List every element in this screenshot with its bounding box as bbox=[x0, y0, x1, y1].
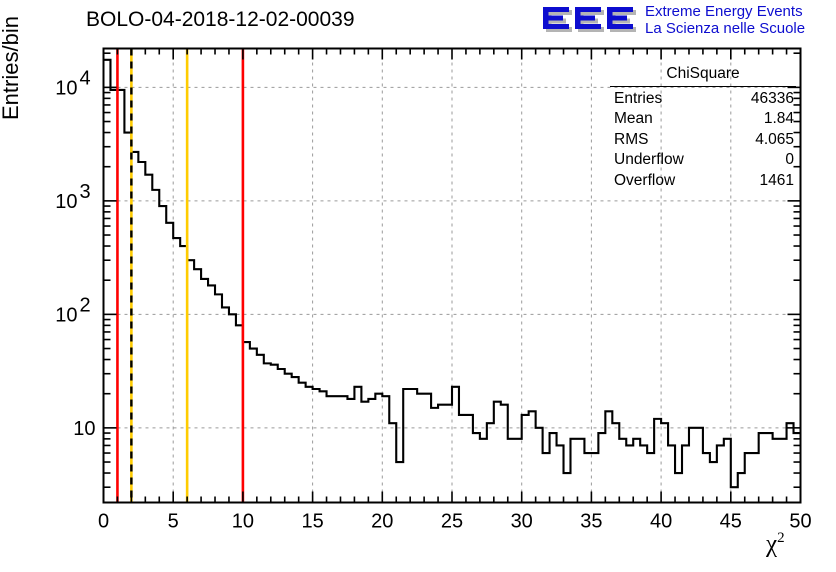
y-tick-label-exponent: 2 bbox=[80, 294, 91, 316]
x-tick-label: 25 bbox=[441, 511, 463, 533]
x-tick-label: 30 bbox=[511, 511, 533, 533]
x-axis-title-base: χ bbox=[766, 530, 778, 558]
stats-label-underflow: Underflow bbox=[614, 151, 684, 168]
x-axis-title: χ2 bbox=[766, 530, 785, 558]
stats-row-rms: RMS 4.065 bbox=[608, 130, 798, 151]
y-tick-label-exponent: 3 bbox=[80, 181, 91, 203]
stats-value-rms: 4.065 bbox=[755, 130, 794, 148]
x-axis-title-exponent: 2 bbox=[777, 530, 785, 546]
x-tick-label: 45 bbox=[720, 511, 742, 533]
stats-divider bbox=[610, 85, 796, 87]
y-axis-title: Entries/bin bbox=[0, 16, 23, 120]
stats-row-overflow: Overflow 1461 bbox=[608, 171, 798, 192]
stats-label-mean: Mean bbox=[614, 110, 653, 127]
y-tick-label: 10 bbox=[73, 418, 95, 440]
cut-marker-lines bbox=[116, 48, 245, 503]
stats-label-entries: Entries bbox=[614, 89, 663, 107]
eee-logo-line1: Extreme Energy Events bbox=[645, 3, 803, 20]
statistics-box: ChiSquare Entries 46336 Mean 1.84 RMS 4.… bbox=[608, 64, 798, 191]
page-title: BOLO-04-2018-12-02-00039 bbox=[86, 8, 355, 31]
eee-logo-line2: La Scienza nelle Scuole bbox=[645, 20, 806, 37]
stats-title: ChiSquare bbox=[666, 65, 740, 82]
x-tick-label: 15 bbox=[301, 511, 323, 533]
stats-row-underflow: Underflow 0 bbox=[608, 150, 798, 171]
y-tick-label: 10 bbox=[55, 77, 77, 99]
y-tick-label: 10 bbox=[55, 304, 77, 326]
x-tick-label: 5 bbox=[168, 511, 179, 533]
stats-value-overflow: 1461 bbox=[759, 171, 794, 189]
eee-logo-text: Extreme Energy Events La Scienza nelle S… bbox=[645, 3, 805, 37]
stats-label-overflow: Overflow bbox=[614, 171, 676, 189]
stats-value-entries: 46336 bbox=[750, 89, 794, 107]
eee-letters-icon bbox=[543, 7, 636, 32]
x-tick-label: 40 bbox=[650, 511, 672, 533]
stats-value-mean: 1.84 bbox=[763, 110, 794, 127]
stats-row-mean: Mean 1.84 bbox=[608, 109, 798, 130]
x-tick-label: 0 bbox=[98, 511, 109, 533]
stats-label-rms: RMS bbox=[614, 130, 649, 148]
eee-logo: Extreme Energy Events La Scienza nelle S… bbox=[541, 2, 833, 42]
stats-row-entries: Entries 46336 bbox=[608, 89, 798, 110]
stats-value-underflow: 0 bbox=[785, 151, 794, 168]
x-tick-label: 10 bbox=[232, 511, 254, 533]
y-tick-label: 10 bbox=[55, 191, 77, 213]
y-tick-label-exponent: 4 bbox=[80, 67, 91, 89]
x-tick-label: 50 bbox=[789, 511, 811, 533]
x-tick-label: 35 bbox=[580, 511, 602, 533]
x-tick-label: 20 bbox=[371, 511, 393, 533]
